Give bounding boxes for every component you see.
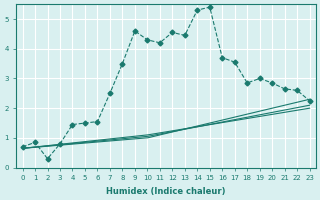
X-axis label: Humidex (Indice chaleur): Humidex (Indice chaleur)	[106, 187, 226, 196]
